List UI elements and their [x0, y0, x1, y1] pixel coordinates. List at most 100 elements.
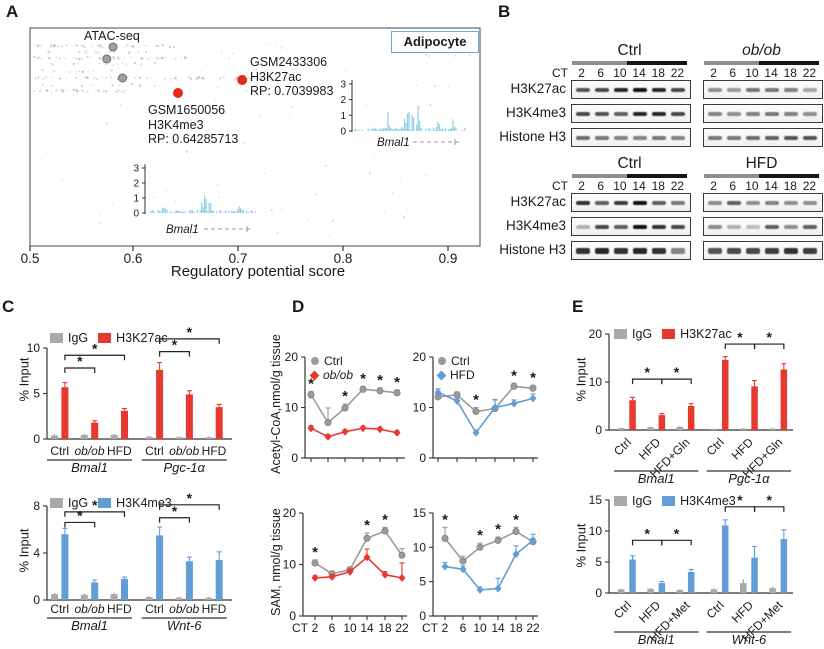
- track-bar: [255, 211, 257, 213]
- target-bar: [215, 407, 223, 439]
- track-bar: [192, 210, 194, 213]
- blot-row-label: Histone H3: [499, 242, 566, 257]
- background-dot: [63, 57, 66, 60]
- background-dot: [116, 63, 119, 65]
- panel-a-scatter: 0.5 0.6 0.7 0.8 0.9 0 1 2 3 Bmal1 0 1 2 3 Bmal1: [21, 27, 481, 266]
- blot-band: [594, 135, 609, 140]
- y-tick-label: 10: [27, 341, 41, 355]
- data-point: [307, 391, 315, 399]
- background-dot: [33, 69, 36, 71]
- category-label: ob/ob: [169, 444, 199, 458]
- background-dot: [32, 90, 35, 93]
- legend-entry: HFD: [436, 368, 475, 382]
- track-bar: [432, 127, 434, 131]
- background-dot: [274, 73, 277, 76]
- background-dot: [58, 57, 61, 60]
- track-bar: [429, 129, 431, 131]
- background-dot: [168, 45, 171, 49]
- panel-a-x-axis-title: Regulatory potential score: [170, 263, 346, 280]
- data-point: [494, 584, 502, 593]
- y-tick-label: 20: [589, 327, 603, 341]
- blot-band: [652, 224, 667, 229]
- background-dot: [259, 75, 263, 79]
- background-dot: [227, 57, 230, 60]
- background-dot: [105, 77, 108, 79]
- blot-group-header: HFD: [745, 155, 778, 172]
- igg-bar: [740, 428, 747, 430]
- data-point: [363, 553, 371, 562]
- track-bar: [388, 125, 391, 131]
- significance-asterisk: *: [382, 511, 388, 528]
- track-bar: [240, 208, 242, 213]
- background-dot: [54, 70, 57, 73]
- target-bar: [91, 582, 99, 600]
- background-dot: [83, 46, 86, 48]
- background-dot: [425, 54, 428, 57]
- background-dot: [116, 56, 119, 59]
- background-dot: [65, 44, 68, 47]
- atac-seq-point: [102, 54, 112, 64]
- background-dot: [101, 76, 103, 79]
- target-bar: [156, 535, 164, 600]
- background-dot: [80, 85, 84, 88]
- background-dot: [52, 76, 54, 79]
- blot-band: [765, 247, 780, 254]
- background-dot: [110, 76, 113, 79]
- background-dot: [37, 44, 40, 47]
- background-dot: [60, 88, 63, 91]
- x-tick-label: 0.9: [439, 251, 458, 266]
- background-dot: [161, 57, 164, 60]
- background-dot: [95, 51, 98, 53]
- track-bar: [373, 128, 375, 131]
- background-dot: [145, 50, 148, 53]
- y-tick-label: 8: [33, 499, 40, 513]
- category-label: Ctrl: [611, 435, 634, 458]
- significance-asterisk: *: [92, 340, 98, 356]
- background-dot: [290, 105, 294, 109]
- ct-value: 6: [729, 179, 737, 193]
- target-bar: [156, 369, 164, 439]
- significance-bracket: [64, 367, 96, 374]
- background-dot: [89, 56, 91, 58]
- blot-band: [726, 87, 741, 92]
- track-bar: [438, 124, 440, 131]
- data-point: [307, 424, 315, 433]
- background-dot: [214, 99, 217, 102]
- circle-marker-icon: [311, 357, 319, 365]
- category-label: HFD: [107, 602, 132, 616]
- blot-band: [594, 111, 609, 116]
- legend-swatch: [614, 329, 627, 339]
- legend-label: H3K27ac: [680, 327, 732, 341]
- background-dot: [95, 89, 98, 92]
- legend-label: IgG: [68, 496, 89, 510]
- background-dot: [162, 56, 165, 59]
- background-dot: [169, 45, 171, 47]
- x-tick-label: 0.7: [229, 251, 248, 266]
- background-dot: [330, 88, 333, 90]
- blot-band: [633, 224, 648, 229]
- background-dot: [74, 57, 77, 60]
- track-bar: [379, 128, 381, 131]
- d1-legend: Ctrl ob/ob: [309, 354, 353, 382]
- background-dot: [251, 75, 254, 78]
- background-dot: [245, 89, 248, 92]
- gene-group-label: Bmal1: [638, 632, 675, 647]
- background-dot: [44, 89, 47, 92]
- ct-label: CT: [552, 179, 568, 193]
- blot-box: [703, 241, 823, 260]
- blot-box: [571, 217, 691, 236]
- track-bar: [397, 129, 400, 131]
- track-bar: [232, 211, 234, 213]
- gene-group-label: Bmal1: [71, 618, 108, 633]
- legend-swatch: [662, 496, 676, 506]
- ct-value: 2: [578, 179, 585, 193]
- significance-bracket: [64, 511, 126, 517]
- igg-bar: [51, 435, 58, 439]
- target-bar: [121, 578, 128, 600]
- background-dot: [153, 62, 156, 64]
- y-tick-label: 10: [285, 401, 299, 415]
- track-bar: [361, 129, 363, 131]
- blot-group-header: Ctrl: [617, 155, 642, 172]
- background-dot: [112, 56, 115, 59]
- blot-band: [671, 247, 686, 254]
